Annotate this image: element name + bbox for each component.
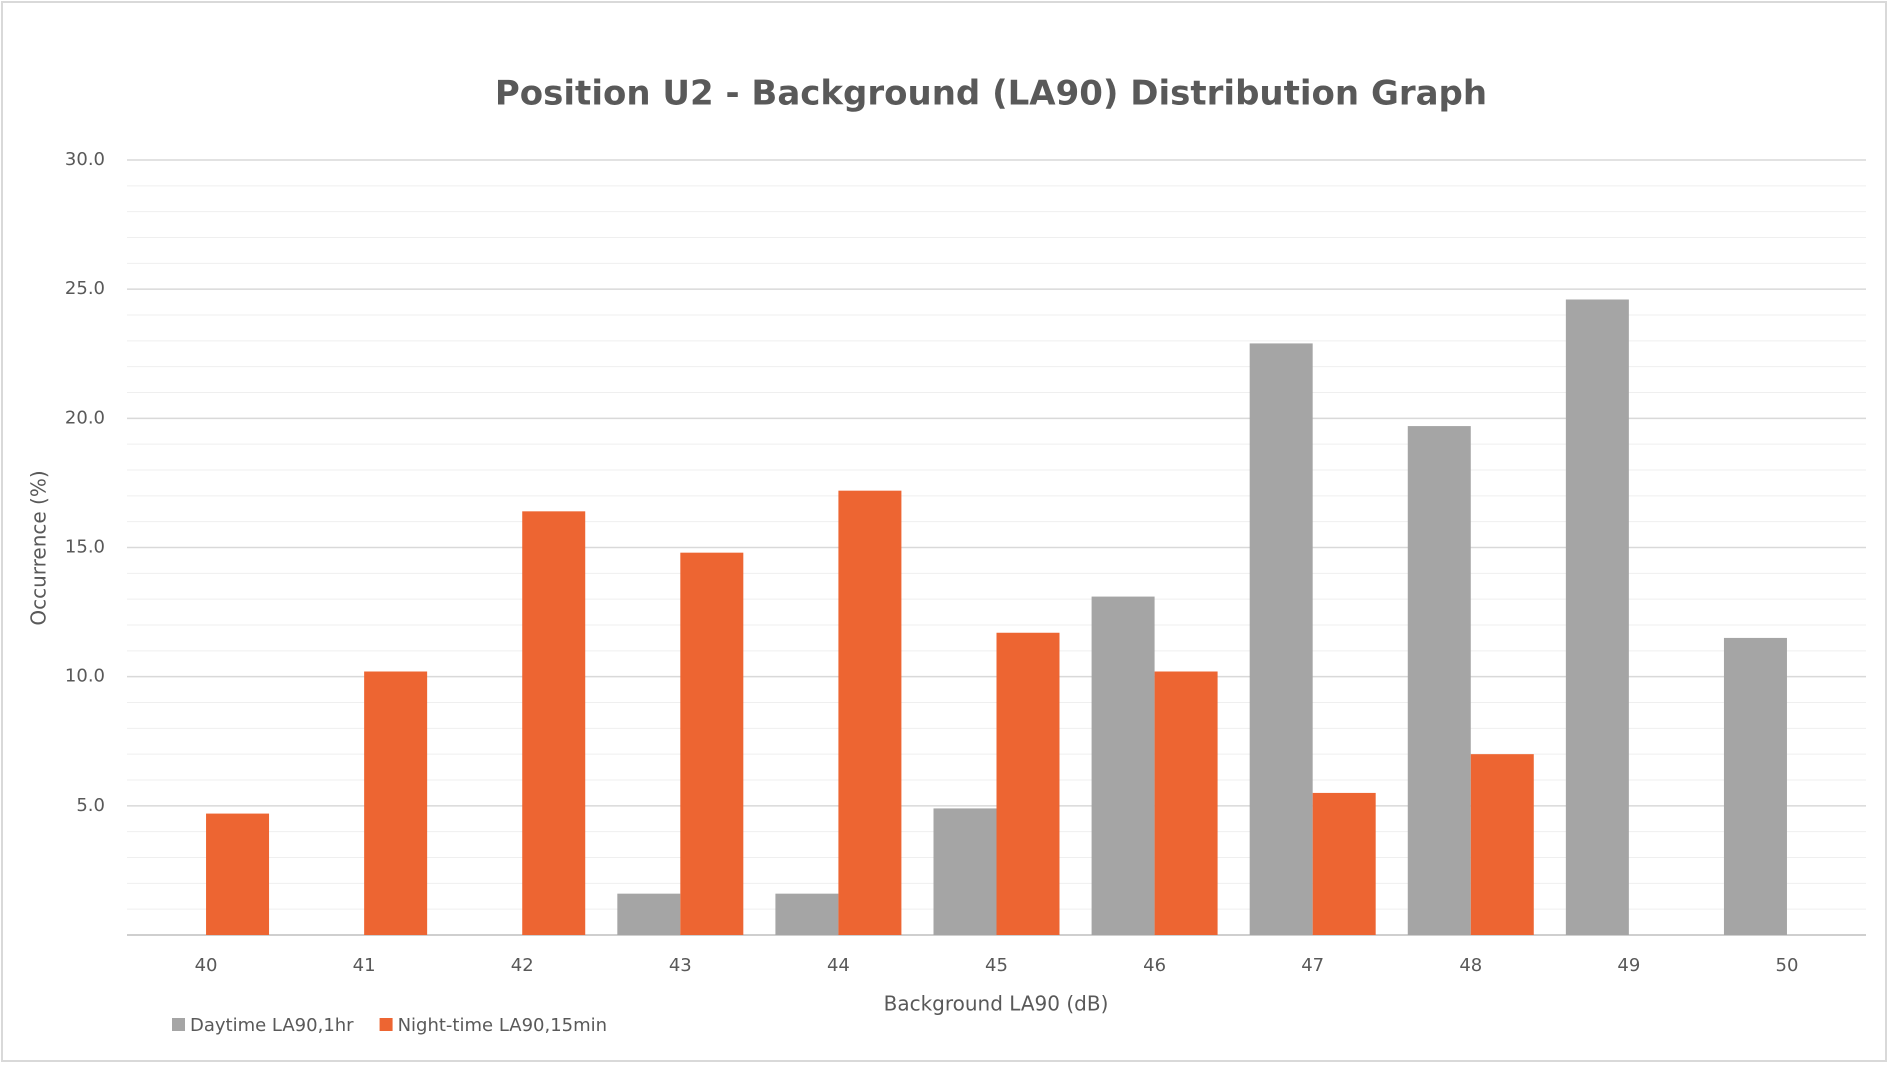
bar [996,632,1060,935]
bar [1154,671,1218,935]
x-tick-label: 42 [511,955,534,976]
y-tick-label: 10.0 [65,666,105,687]
bar [206,813,270,935]
x-tick-label: 46 [1143,955,1166,976]
y-tick-label: 20.0 [65,407,105,428]
x-tick-label: 50 [1776,955,1799,976]
bar [1249,343,1313,936]
bar [838,490,902,935]
x-tick-label: 43 [669,955,692,976]
bar [1470,754,1534,935]
legend-swatch [379,1018,393,1031]
x-tick-label: 40 [195,955,218,976]
legend-label: Night-time LA90,15min [398,1015,607,1036]
y-tick-label: 30.0 [65,149,105,170]
bar [933,808,997,935]
legend-label: Daytime LA90,1hr [190,1015,354,1036]
x-tick-label: 48 [1459,955,1482,976]
x-tick-label: 45 [985,955,1008,976]
y-tick-label: 15.0 [65,537,105,558]
chart-title: Position U2 - Background (LA90) Distribu… [495,74,1487,114]
bar [680,552,744,935]
x-tick-label: 49 [1617,955,1640,976]
x-tick-label: 44 [827,955,850,976]
x-axis-title: Background LA90 (dB) [884,992,1109,1016]
bar [1312,792,1376,935]
bar [364,671,428,935]
x-tick-label: 41 [353,955,376,976]
bar [775,893,839,935]
bar [1407,426,1471,935]
bar [1091,596,1155,935]
bar [1723,637,1787,935]
legend-swatch [172,1018,185,1031]
bar [522,511,586,935]
y-axis-title: Occurrence (%) [27,470,51,625]
bar [1565,299,1629,935]
y-tick-label: 25.0 [65,278,105,299]
x-tick-label: 47 [1301,955,1324,976]
y-tick-label: 5.0 [76,795,105,816]
bar [617,893,681,935]
